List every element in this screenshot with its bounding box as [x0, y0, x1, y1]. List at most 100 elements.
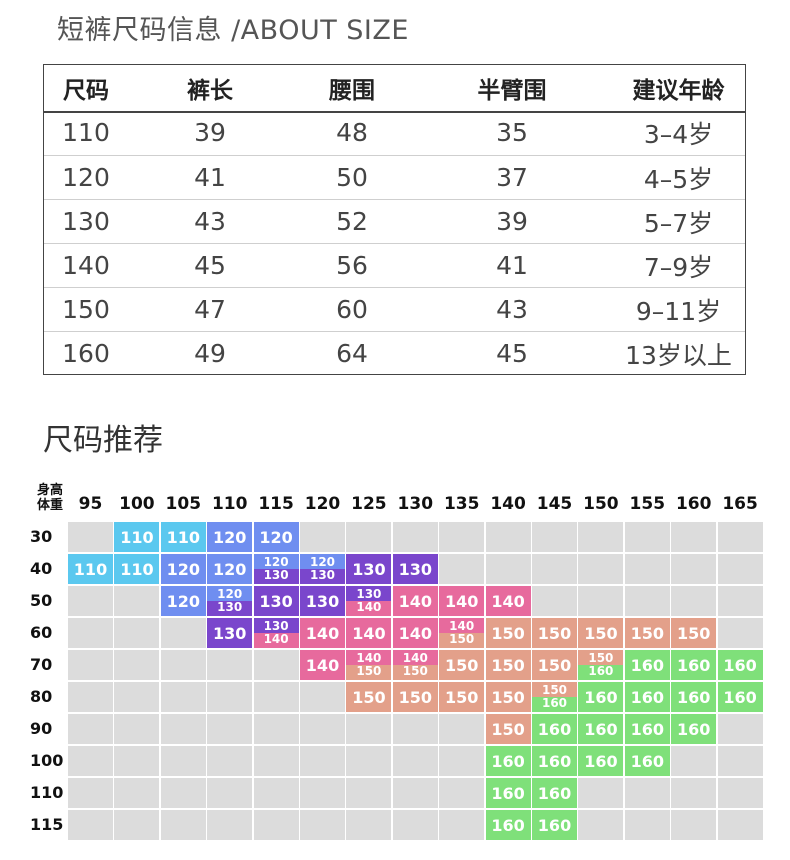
grid-cell-empty: [114, 650, 160, 680]
grid-cell-split: 150 160: [578, 650, 624, 680]
grid-cell-split: 140 150: [346, 650, 392, 680]
weight-label: 110: [30, 783, 64, 802]
grid-cell: 160: [532, 810, 577, 840]
cell-pants-length: 45: [194, 251, 226, 280]
grid-cell-empty: [68, 778, 113, 808]
grid-cell-empty: [671, 522, 717, 552]
cell-size: 110: [62, 118, 110, 147]
height-label: 145: [536, 494, 573, 514]
grid-cell: 160: [671, 650, 717, 680]
grid-cell-empty: [346, 778, 392, 808]
grid-cell-size: 140: [449, 619, 475, 633]
grid-cell-size: 120: [263, 555, 289, 569]
cell-half-arm: 35: [496, 118, 528, 147]
grid-cell: 130: [392, 554, 438, 584]
grid-cell: 130: [346, 554, 392, 584]
cell-waist: 50: [336, 163, 368, 192]
corner-height-label: 身高: [37, 483, 64, 498]
cell-age: 9–11岁: [635, 296, 722, 326]
grid-corner-label: 身高 体重: [37, 483, 71, 513]
grid-cell-empty: [532, 522, 577, 552]
grid-cell-empty: [114, 682, 160, 712]
grid-cell-split: 140 150: [439, 618, 485, 648]
grid-cell-empty: [578, 810, 624, 840]
cell-pants-length: 43: [194, 207, 226, 236]
height-label: 155: [629, 494, 666, 514]
grid-cell-empty: [68, 746, 113, 776]
grid-cell-empty: [160, 778, 206, 808]
grid-cell-empty: [717, 586, 763, 616]
grid-cell-empty: [624, 778, 670, 808]
grid-cell: 150: [578, 618, 624, 648]
grid-cell: 150: [624, 618, 670, 648]
weight-label: 100: [30, 751, 64, 770]
grid-cell-empty: [439, 778, 485, 808]
grid-cell-empty: [392, 714, 438, 744]
grid-cell: 160: [485, 778, 531, 808]
grid-cell: 160: [532, 746, 577, 776]
grid-cell: 160: [671, 682, 717, 712]
grid-cell: 150: [671, 618, 717, 648]
grid-cell-empty: [160, 714, 206, 744]
cell-size: 140: [62, 251, 110, 280]
height-label: 120: [304, 494, 341, 514]
cell-waist: 64: [336, 339, 368, 368]
cell-age: 3–4岁: [643, 119, 714, 149]
grid-cell: 140: [392, 618, 438, 648]
grid-cell: 150: [485, 714, 531, 744]
cell-half-arm: 43: [496, 295, 528, 324]
grid-cell-empty: [68, 618, 113, 648]
grid-cell-empty: [346, 746, 392, 776]
grid-cell-size: 140: [356, 651, 382, 665]
grid-cell-empty: [439, 554, 485, 584]
header-half-arm: 半臂围: [477, 78, 547, 104]
grid-cell: 160: [485, 810, 531, 840]
grid-cell-empty: [671, 586, 717, 616]
grid-cell-empty: [717, 746, 763, 776]
grid-cell-empty: [114, 618, 160, 648]
grid-cell: 120: [207, 554, 253, 584]
grid-cell-empty: [300, 682, 345, 712]
grid-cell-empty: [114, 586, 160, 616]
grid-cell-split: 120 130: [300, 554, 345, 584]
grid-cell-empty: [300, 810, 345, 840]
grid-cell-empty: [717, 778, 763, 808]
grid-cell-empty: [439, 714, 485, 744]
grid-cell: 130: [207, 618, 253, 648]
table-header-row: 尺码 裤长 腰围 半臂围 建议年龄: [44, 65, 745, 113]
cell-size: 130: [62, 207, 110, 236]
grid-cell-empty: [68, 682, 113, 712]
grid-cell-empty: [68, 714, 113, 744]
grid-cell-size: 160: [541, 696, 568, 710]
grid-cell: 150: [532, 650, 577, 680]
grid-cell-empty: [68, 586, 113, 616]
grid-cell-split: 120 130: [207, 586, 253, 616]
grid-cell-split: 130 140: [346, 586, 392, 616]
height-label: 100: [119, 494, 155, 514]
height-label: 110: [211, 494, 248, 514]
grid-cell-empty: [532, 586, 577, 616]
header-waist: 腰围: [329, 78, 375, 104]
grid-cell: 160: [717, 650, 763, 680]
grid-cell-size: 150: [449, 632, 475, 646]
grid-cell-empty: [300, 714, 345, 744]
grid-cell-empty: [160, 618, 206, 648]
grid-cell-empty: [392, 778, 438, 808]
height-label: 95: [78, 494, 103, 514]
height-label: 140: [490, 494, 526, 514]
cell-waist: 60: [336, 295, 368, 324]
cell-pants-length: 41: [194, 163, 226, 192]
grid-cell-empty: [439, 810, 485, 840]
grid-cell-size: 130: [356, 587, 382, 601]
grid-cell-empty: [392, 746, 438, 776]
grid-cell-empty: [717, 618, 763, 648]
grid-cell-empty: [485, 554, 531, 584]
grid-cell: 120: [253, 522, 299, 552]
weight-label: 115: [30, 815, 64, 834]
grid-cell-empty: [68, 650, 113, 680]
grid-cell-size: 150: [541, 683, 568, 697]
grid-cell-empty: [68, 522, 113, 552]
cell-age: 13岁以上: [625, 340, 732, 370]
grid-cell: 120: [160, 554, 206, 584]
grid-cell-empty: [346, 810, 392, 840]
